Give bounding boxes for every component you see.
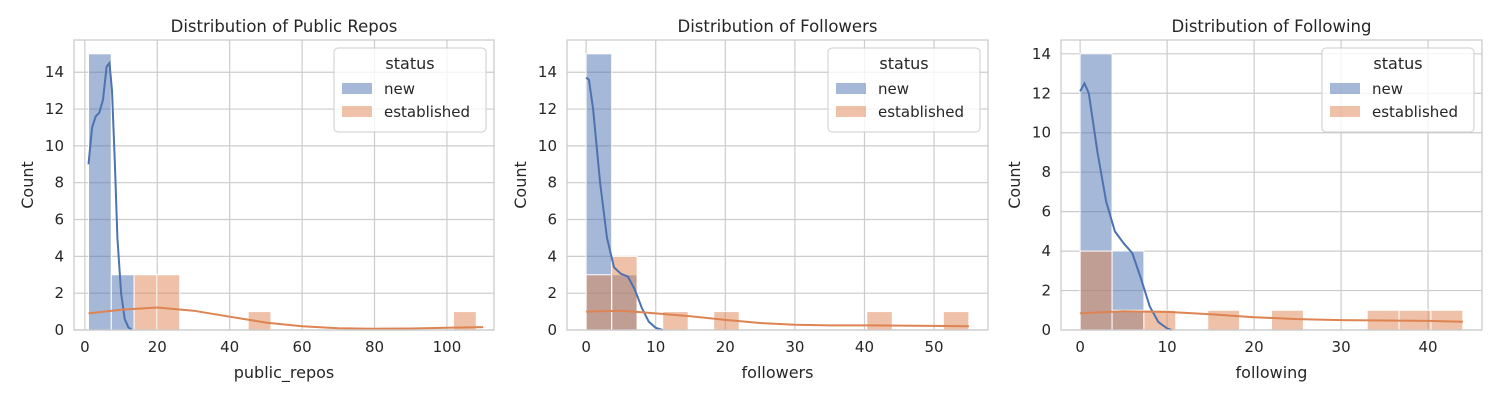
x-tick-label: 20	[716, 338, 735, 356]
y-tick-label: 10	[538, 137, 557, 155]
x-axis-label: followers	[742, 363, 814, 382]
chart-title: Distribution of Following	[1172, 17, 1372, 36]
y-tick-label: 4	[1041, 242, 1051, 260]
y-tick-label: 6	[54, 211, 64, 229]
y-tick-label: 14	[45, 63, 64, 81]
histogram-bar-established	[585, 274, 613, 331]
histogram-bar-established	[156, 274, 181, 331]
y-tick-label: 6	[1041, 203, 1051, 221]
y-tick-label: 2	[547, 284, 557, 302]
legend-title: status	[879, 54, 928, 73]
legend-swatch-new	[836, 83, 866, 94]
histogram-bar-established	[1111, 309, 1145, 331]
x-tick-label: 30	[785, 338, 804, 356]
y-tick-label: 14	[1032, 45, 1051, 63]
legend-swatch-established	[1330, 106, 1360, 117]
kde-line-new	[585, 76, 663, 331]
y-tick-label: 2	[54, 284, 64, 302]
y-tick-label: 12	[538, 100, 557, 118]
legend-swatch-established	[836, 106, 866, 117]
axes-frame	[566, 39, 989, 331]
x-tick-label: 0	[1075, 338, 1085, 356]
histogram-bar-established	[1079, 250, 1113, 331]
x-tick-label: 0	[80, 338, 90, 356]
x-tick-label: 30	[1332, 338, 1351, 356]
x-tick-label: 80	[365, 338, 384, 356]
y-tick-label: 12	[45, 100, 64, 118]
histogram-bar-established	[133, 274, 158, 331]
legend-label-new: new	[1372, 80, 1403, 98]
histogram-bar-new	[87, 53, 112, 331]
x-tick-label: 50	[925, 338, 944, 356]
y-tick-label: 8	[547, 174, 557, 192]
legend-swatch-new	[1330, 83, 1360, 94]
x-tick-label: 10	[1158, 338, 1177, 356]
x-tick-label: 0	[581, 338, 591, 356]
histogram-bar-established	[1207, 309, 1241, 331]
chart-panel-1: 0 10 20 30 40 50 0 2 4 6 8 10 12 14 followers Count Dist…	[511, 17, 989, 382]
legend: status new established	[1321, 47, 1475, 133]
x-axis-label: following	[1236, 363, 1308, 382]
legend-swatch-established	[342, 106, 372, 117]
y-tick-label: 4	[547, 247, 557, 265]
legend-title: status	[1373, 54, 1422, 73]
legend: status new established	[827, 47, 981, 133]
y-axis-label: Count	[1005, 161, 1024, 209]
kde-line-new	[87, 60, 133, 331]
x-tick-label: 10	[646, 338, 665, 356]
y-tick-label: 0	[1041, 321, 1051, 339]
y-tick-label: 0	[54, 321, 64, 339]
x-tick-label: 20	[148, 338, 167, 356]
y-tick-label: 8	[54, 174, 64, 192]
y-tick-label: 4	[54, 247, 64, 265]
y-tick-label: 2	[1041, 282, 1051, 300]
histogram-bar-established	[1143, 309, 1177, 331]
axes-frame	[73, 39, 495, 331]
legend-label-established: established	[384, 103, 470, 121]
y-tick-label: 0	[547, 321, 557, 339]
chart-title: Distribution of Public Repos	[171, 17, 398, 36]
chart-title: Distribution of Followers	[678, 17, 878, 36]
legend-label-new: new	[384, 80, 415, 98]
kde-line-new	[1079, 81, 1172, 331]
y-axis-label: Count	[511, 161, 530, 209]
y-tick-label: 8	[1041, 163, 1051, 181]
kde-line-established	[586, 309, 969, 328]
x-tick-label: 100	[433, 338, 462, 356]
y-tick-label: 14	[538, 63, 557, 81]
legend-swatch-new	[342, 83, 372, 94]
chart-panel-0: 0 20 40 60 80 100 0 2 4 6 8 10 12 14 public_repos Count…	[18, 17, 495, 383]
histogram-bar-established	[866, 311, 893, 331]
y-axis-label: Count	[18, 161, 37, 209]
y-tick-label: 10	[45, 137, 64, 155]
histogram-bar-established	[1271, 309, 1304, 331]
x-tick-label: 40	[855, 338, 874, 356]
x-tick-label: 40	[220, 338, 239, 356]
x-tick-label: 20	[1245, 338, 1264, 356]
legend: status new established	[333, 47, 487, 133]
kde-line-established	[88, 306, 484, 330]
x-tick-label: 60	[293, 338, 312, 356]
legend-label-established: established	[878, 103, 964, 121]
axes-frame	[1060, 39, 1483, 331]
x-tick-label: 40	[1419, 338, 1438, 356]
x-axis-label: public_repos	[234, 363, 335, 383]
y-tick-label: 10	[1032, 124, 1051, 142]
legend-label-established: established	[1372, 103, 1458, 121]
kde-line-established	[1080, 310, 1463, 323]
legend-label-new: new	[878, 80, 909, 98]
histogram-bar-established	[611, 255, 638, 331]
legend-title: status	[385, 54, 434, 73]
y-tick-label: 12	[1032, 84, 1051, 102]
chart-panel-2: 0 10 20 30 40 0 2 4 6 8 10 12 14 following Count Distri…	[1005, 17, 1483, 382]
y-tick-label: 6	[547, 211, 557, 229]
